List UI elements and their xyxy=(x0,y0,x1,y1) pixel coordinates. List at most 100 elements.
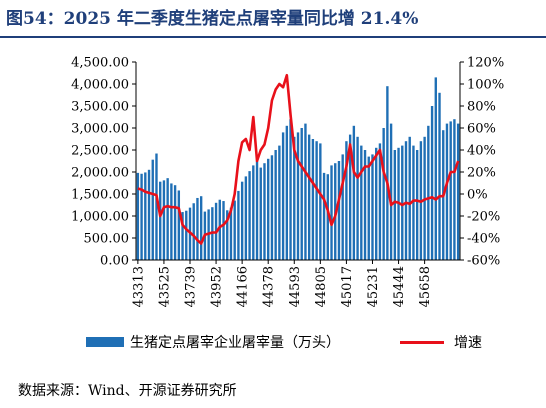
legend-item-bar: 生猪定点屠宰企业屠宰量（万头） xyxy=(86,332,340,352)
bar-39 xyxy=(281,132,285,260)
bar-43 xyxy=(296,132,300,260)
bar-59 xyxy=(356,136,359,260)
bar-81 xyxy=(438,92,441,260)
legend-label-line: 增速 xyxy=(454,335,482,351)
bar-29 xyxy=(244,176,248,260)
bar-10 xyxy=(173,185,177,260)
bar-50 xyxy=(322,172,326,260)
bar-17 xyxy=(199,196,203,260)
legend-label-bar: 生猪定点屠宰企业屠宰量（万头） xyxy=(130,335,340,351)
x-tick-label-4: 44166 xyxy=(236,266,251,307)
bar-55 xyxy=(341,154,344,260)
left-tick-label-1: 4,000.00 xyxy=(71,78,129,93)
x-tick-label-6: 44593 xyxy=(288,266,303,307)
bar-35 xyxy=(267,158,270,260)
left-tick-label-7: 1,000.00 xyxy=(71,210,129,225)
chart-title: 图54：2025 年二季度生猪定点屠宰量同比增 21.4% xyxy=(6,9,419,29)
bar-56 xyxy=(345,141,348,260)
bar-68 xyxy=(389,123,393,260)
bar-48 xyxy=(315,141,318,260)
bar-27 xyxy=(237,190,240,260)
x-tick-label-9: 45231 xyxy=(366,266,381,307)
bar-57 xyxy=(348,134,352,260)
right-tick-label-2: 80% xyxy=(467,100,496,115)
x-axis-ticks: 43313 43525 43739 43952 44166 44378 44593 44805… xyxy=(131,260,433,307)
legend-swatch-line xyxy=(400,340,444,344)
bar-5 xyxy=(155,153,158,260)
bar-30 xyxy=(248,171,251,260)
bar-28 xyxy=(240,181,244,260)
right-tick-label-0: 120% xyxy=(467,56,504,71)
bar-9 xyxy=(170,183,173,260)
bar-36 xyxy=(270,155,274,260)
bar-23 xyxy=(222,201,225,260)
right-tick-label-6: 0% xyxy=(467,188,488,203)
bar-4 xyxy=(151,159,154,260)
bar-54 xyxy=(337,161,341,260)
bar-31 xyxy=(252,165,255,260)
bar-1 xyxy=(140,173,143,260)
left-tick-label-3: 3,000.00 xyxy=(71,122,129,137)
bar-3 xyxy=(147,169,151,260)
right-tick-label-9: -60% xyxy=(467,254,500,269)
left-tick-label-2: 3,500.00 xyxy=(71,100,129,115)
bar-44 xyxy=(300,128,303,260)
right-tick-label-1: 100% xyxy=(467,78,504,93)
bar-40 xyxy=(285,125,289,260)
bar-2 xyxy=(144,172,147,260)
bar-73 xyxy=(408,136,411,260)
right-tick-label-3: 60% xyxy=(467,122,496,137)
bar-64 xyxy=(375,147,378,260)
bar-66 xyxy=(382,128,385,260)
left-tick-label-5: 2,000.00 xyxy=(71,166,129,181)
bar-85 xyxy=(453,119,456,260)
bar-42 xyxy=(293,136,296,260)
bar-63 xyxy=(371,154,374,260)
right-tick-label-7: -20% xyxy=(467,210,500,225)
left-tick-label-6: 1,500.00 xyxy=(71,188,129,203)
legend-item-line: 增速 xyxy=(400,332,482,352)
bar-79 xyxy=(430,106,434,260)
bar-26 xyxy=(233,200,236,260)
bar-83 xyxy=(445,123,449,260)
bar-33 xyxy=(259,167,262,260)
bar-49 xyxy=(319,143,322,260)
left-tick-label-4: 2,500.00 xyxy=(71,144,129,159)
bar-58 xyxy=(352,125,356,260)
line-series xyxy=(137,73,460,245)
source-note: 数据来源：Wind、开源证券研究所 xyxy=(18,383,237,399)
bar-22 xyxy=(218,199,221,260)
bar-67 xyxy=(386,86,389,260)
legend-swatch-bar xyxy=(86,337,124,347)
x-tick-label-7: 44805 xyxy=(314,266,329,307)
right-tick-label-5: 20% xyxy=(467,166,496,181)
bar-41 xyxy=(289,119,292,260)
bar-74 xyxy=(412,145,415,260)
x-tick-label-2: 43739 xyxy=(184,266,199,307)
bar-0 xyxy=(136,172,140,260)
bar-25 xyxy=(229,207,233,260)
bar-69 xyxy=(393,150,397,260)
bar-37 xyxy=(274,150,277,260)
bar-62 xyxy=(367,156,370,260)
bar-52 xyxy=(330,165,333,260)
right-tick-label-8: -40% xyxy=(467,232,500,247)
x-tick-label-0: 43313 xyxy=(131,266,146,307)
bar-86 xyxy=(456,123,460,260)
bar-6 xyxy=(159,181,162,260)
bar-47 xyxy=(311,139,315,260)
bar-15 xyxy=(192,203,195,260)
bar-38 xyxy=(278,145,281,260)
right-tick-label-4: 40% xyxy=(467,144,496,159)
bar-51 xyxy=(326,174,329,260)
left-axis-ticks: 4,500.00 4,000.00 3,500.00 3,000.00 2,500.00… xyxy=(71,56,136,269)
bar-34 xyxy=(263,163,266,260)
bar-84 xyxy=(449,121,452,261)
bar-78 xyxy=(427,125,430,260)
title-underline xyxy=(0,36,546,38)
left-tick-label-8: 500.00 xyxy=(84,232,130,247)
legend: 生猪定点屠宰企业屠宰量（万头） 增速 xyxy=(0,332,546,356)
bar-65 xyxy=(378,143,382,260)
right-axis-ticks: 120% 100% 80% 60% 40% 20% 0% -20% -40% -60% xyxy=(460,56,504,269)
